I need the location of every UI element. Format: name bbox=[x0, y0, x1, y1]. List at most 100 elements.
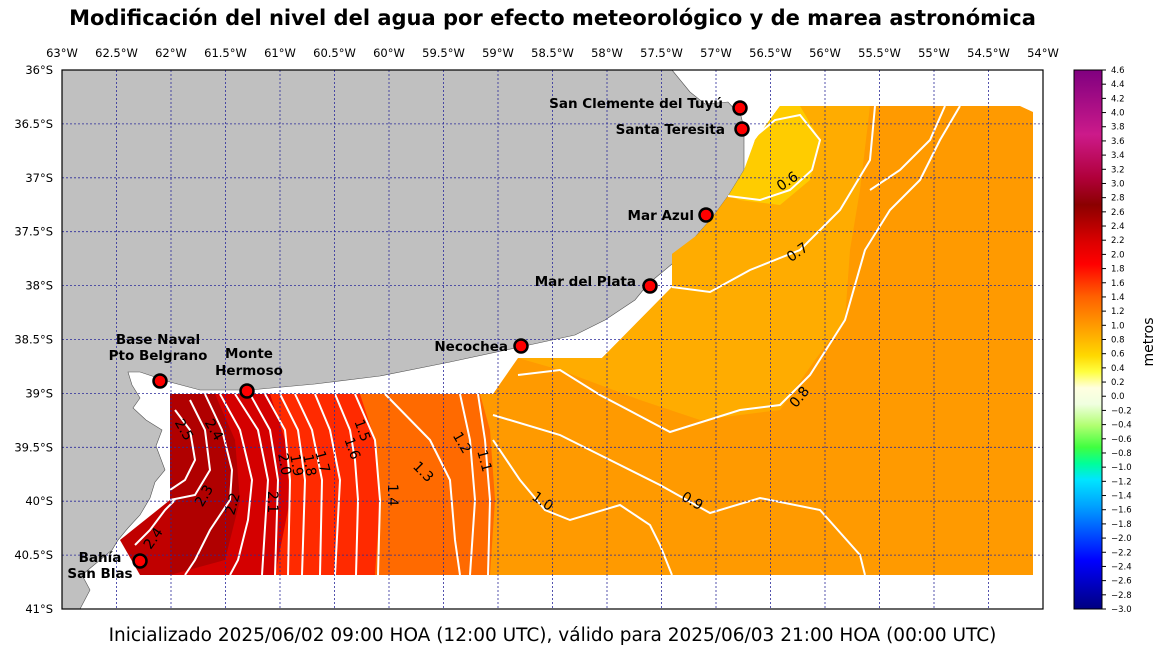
station-label: Santa Teresita bbox=[616, 122, 725, 138]
contour-label: 1.5 bbox=[350, 417, 373, 443]
colorbar-tick-label: −2.6 bbox=[1111, 577, 1132, 587]
colorbar-tick-label: 0.0 bbox=[1111, 392, 1125, 402]
station-label: Bahía bbox=[79, 550, 122, 566]
contour-label: 1.4 bbox=[384, 484, 400, 506]
contour-1.1 bbox=[477, 393, 492, 576]
colorbar-ramp bbox=[1073, 69, 1103, 610]
lat-tick-label: 36.5°S bbox=[14, 117, 53, 131]
lat-tick-label: 37.5°S bbox=[14, 225, 53, 239]
lon-tick-label: 63°W bbox=[46, 46, 78, 60]
colorbar-tick-label: 3.0 bbox=[1111, 179, 1125, 189]
contour-1.6 bbox=[314, 393, 342, 576]
colorbar-tick-label: 1.0 bbox=[1111, 321, 1125, 331]
contour-2.0 bbox=[249, 393, 280, 576]
contour-1.5 bbox=[334, 393, 360, 576]
station-marker bbox=[732, 100, 748, 116]
station-marker bbox=[642, 278, 658, 294]
station-label: San Blas bbox=[67, 566, 132, 582]
lon-tick-label: 56.5°W bbox=[749, 46, 792, 60]
colorbar-tick-label: 1.4 bbox=[1111, 293, 1125, 303]
map-title: Modificación del nivel del agua por efec… bbox=[69, 6, 1036, 30]
colorbar-tick-label: 3.4 bbox=[1111, 151, 1125, 161]
colorbar-tick-label: 4.4 bbox=[1111, 80, 1125, 90]
station-label: Mar del Plata bbox=[535, 274, 636, 290]
colorbar-tick-label: −1.2 bbox=[1111, 477, 1132, 487]
contour-label: 1.8 bbox=[299, 453, 319, 478]
lon-tick-label: 57°W bbox=[700, 46, 732, 60]
lon-tick-label: 54°W bbox=[1027, 46, 1059, 60]
contour-label: 1.1 bbox=[473, 448, 494, 474]
colorbar-tick-label: −2.8 bbox=[1111, 591, 1132, 601]
colorbar-label: metros bbox=[1141, 317, 1157, 366]
station-marker bbox=[513, 338, 529, 354]
lat-tick-label: 40°S bbox=[25, 494, 53, 508]
contour-1.7 bbox=[294, 393, 324, 576]
footer-caption: Inicializado 2025/06/02 09:00 HOA (12:00… bbox=[108, 625, 997, 646]
colorbar-tick-label: 0.4 bbox=[1111, 364, 1125, 374]
contour-0.8 bbox=[517, 105, 961, 434]
lon-tick-label: 62.5°W bbox=[95, 46, 138, 60]
lon-tick-label: 62°W bbox=[155, 46, 187, 60]
colorbar-tick-label: −2.0 bbox=[1111, 534, 1132, 544]
station-label: Hermoso bbox=[215, 363, 283, 379]
colorbar-tick-label: 0.8 bbox=[1111, 336, 1125, 346]
station-label: Monte bbox=[225, 346, 273, 362]
colorbar-tick-label: 4.0 bbox=[1111, 109, 1125, 119]
station-marker bbox=[734, 121, 750, 137]
station-label: Necochea bbox=[434, 339, 508, 355]
station-label: Base Naval bbox=[116, 332, 200, 348]
contour-label: 2.0 bbox=[274, 452, 294, 477]
lon-tick-label: 58°W bbox=[591, 46, 623, 60]
contour-2.5 bbox=[169, 409, 197, 491]
colorbar-tick-label: 1.2 bbox=[1111, 307, 1125, 317]
lat-tick-label: 38°S bbox=[25, 279, 53, 293]
contour-2.4b bbox=[134, 499, 176, 546]
colorbar-tick-label: 2.4 bbox=[1111, 222, 1125, 232]
contour-label: 2.2 bbox=[223, 491, 244, 517]
contour-1.3 bbox=[384, 393, 461, 576]
graticule bbox=[62, 70, 1043, 609]
lat-tick-label: 39.5°S bbox=[14, 440, 53, 454]
colorbar-tick-label: −2.4 bbox=[1111, 562, 1132, 572]
lon-tick-label: 54.5°W bbox=[967, 46, 1010, 60]
colorbar-tick-label: −0.8 bbox=[1111, 449, 1132, 459]
station-label: Mar Azul bbox=[628, 208, 694, 224]
colorbar-tick-label: 2.0 bbox=[1111, 250, 1125, 260]
station-marker bbox=[132, 553, 148, 569]
contour-0.9 bbox=[492, 414, 866, 576]
contour-label: 2.1 bbox=[264, 491, 280, 513]
contour-2.4a bbox=[169, 399, 212, 501]
station-label: San Clemente del Tuyú bbox=[549, 96, 723, 112]
colorbar-tick-label: 0.2 bbox=[1111, 378, 1125, 388]
contour-label: 1.7 bbox=[311, 449, 332, 475]
colorbar-tick-label: 3.2 bbox=[1111, 165, 1125, 175]
colorbar-tick-label: 2.8 bbox=[1111, 194, 1125, 204]
contour-0.7b bbox=[869, 105, 946, 191]
lat-tick-label: 41°S bbox=[25, 602, 53, 616]
colorbar-tick-label: 3.6 bbox=[1111, 137, 1125, 147]
contour-1.9 bbox=[264, 393, 292, 576]
lon-tick-label: 59.5°W bbox=[422, 46, 465, 60]
contour-1.0 bbox=[492, 439, 673, 576]
lon-tick-label: 55°W bbox=[918, 46, 950, 60]
station-marker bbox=[152, 373, 168, 389]
colorbar-tick-label: 3.8 bbox=[1111, 123, 1125, 133]
colorbar-tick-label: 2.2 bbox=[1111, 236, 1125, 246]
station-marker bbox=[239, 383, 255, 399]
lon-tick-label: 57.5°W bbox=[640, 46, 683, 60]
contour-1.4 bbox=[354, 393, 382, 576]
contour-2.1 bbox=[234, 393, 270, 576]
lon-tick-label: 61°W bbox=[264, 46, 296, 60]
colorbar-tick-label: 0.6 bbox=[1111, 350, 1125, 360]
lon-tick-label: 61.5°W bbox=[204, 46, 247, 60]
field-darker-red bbox=[170, 394, 240, 575]
lon-tick-label: 60°W bbox=[373, 46, 405, 60]
colorbar-tick-label: −1.8 bbox=[1111, 520, 1132, 530]
contour-1.8 bbox=[279, 393, 307, 576]
colorbar-tick-label: −0.4 bbox=[1111, 421, 1132, 431]
lat-tick-label: 39°S bbox=[25, 386, 53, 400]
contour-0.7 bbox=[671, 105, 876, 294]
colorbar-tick-label: 4.6 bbox=[1111, 66, 1125, 76]
